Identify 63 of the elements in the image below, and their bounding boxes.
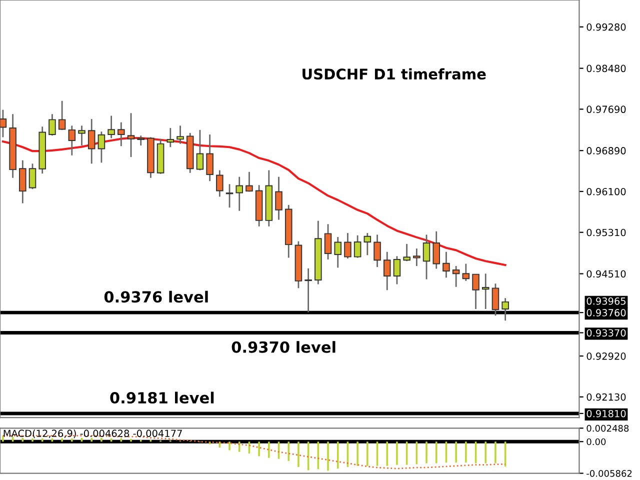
candlestick (403, 243, 410, 262)
candlestick (98, 130, 106, 164)
y-tick-label: 0.96100 (586, 188, 626, 196)
candlestick (58, 100, 66, 131)
candlestick (88, 118, 96, 164)
candlestick (176, 124, 184, 144)
candlestick (304, 268, 312, 313)
candlestick (28, 162, 36, 190)
candlestick (236, 176, 243, 212)
candlestick (502, 297, 509, 322)
y-tick-label: 0.98480 (586, 64, 626, 72)
candlestick (48, 113, 56, 136)
candlestick (383, 251, 391, 291)
candlestick (0, 109, 7, 138)
y-tick-label: 0.91810 (586, 410, 626, 418)
candlestick (452, 265, 460, 288)
candlestick (442, 251, 450, 278)
y-tick-label: 0.92920 (586, 352, 626, 360)
candlestick (137, 134, 144, 146)
candlestick (196, 129, 204, 171)
candlestick (275, 176, 282, 220)
ref-line-label: 0.9370 level (232, 341, 336, 353)
y-tick-label: 0.93760 (586, 309, 626, 316)
candlestick (216, 170, 224, 198)
candlestick (462, 263, 470, 282)
chart-title: MACD(12,26,9) -0.004628 -0.004177 (4, 430, 182, 438)
candlestick (108, 115, 115, 139)
candlestick (482, 272, 490, 310)
candlestick (354, 234, 362, 258)
y-tick-label: 0.97690 (586, 106, 626, 114)
y-tick-label: 0.99280 (586, 23, 626, 31)
y-tick-label: 0.92130 (586, 393, 626, 401)
candlestick (166, 127, 174, 148)
y-tick-label: 0.00 (586, 438, 606, 446)
candlestick (324, 223, 332, 260)
y-tick-label: 0.94510 (586, 270, 626, 278)
candlestick (118, 122, 125, 147)
ref-line-label: 0.9376 level (104, 290, 208, 303)
candlestick (19, 160, 26, 204)
candlestick (78, 124, 86, 146)
candlestick (246, 171, 253, 192)
candlestick (413, 248, 420, 267)
candlestick (374, 234, 381, 268)
candlestick (334, 236, 342, 268)
candlestick (127, 112, 135, 158)
candlestick (206, 134, 214, 182)
y-tick-label: 0.95310 (586, 228, 626, 236)
candlestick (422, 234, 430, 280)
candlestick (472, 274, 480, 310)
candlestick (364, 232, 372, 256)
candlestick (344, 232, 352, 260)
candlestick (68, 124, 76, 156)
text: USDCHF D1 timeframe (302, 68, 486, 80)
text: 0.93965 (586, 297, 626, 305)
ref-line-label: 0.9181 level (110, 392, 214, 404)
candlestick (492, 282, 500, 316)
y-tick-label: 0.002488 (586, 424, 629, 432)
y-tick-label: -0.005862 (586, 470, 632, 477)
candlestick (393, 255, 401, 285)
candlestick (226, 183, 234, 208)
y-tick-label: 0.96890 (586, 147, 626, 154)
y-tick-label: 0.93370 (586, 329, 626, 337)
candlestick (432, 230, 440, 270)
